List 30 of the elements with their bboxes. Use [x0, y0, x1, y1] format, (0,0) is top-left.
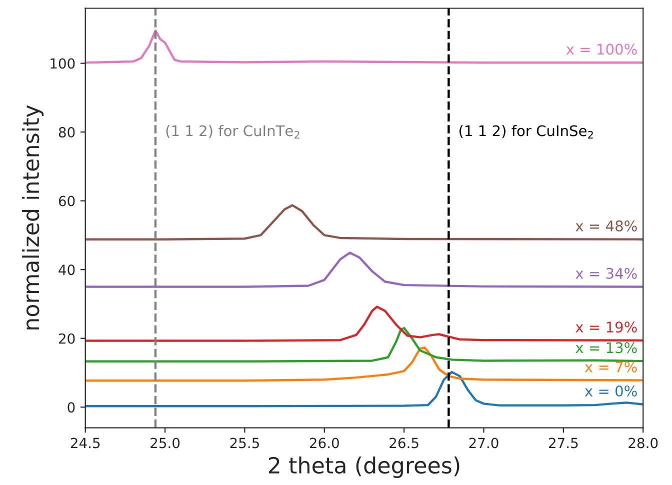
- y-tick-label: 100: [50, 58, 75, 69]
- y-tick-label: 20: [58, 333, 75, 344]
- line-series: [85, 29, 644, 64]
- x-axis-title: 2 theta (degrees): [268, 456, 460, 478]
- y-axis-title: normalized intensity: [22, 105, 44, 330]
- series-label: x = 7%: [584, 361, 637, 372]
- ref-line-label: (1 1 2) for CuInTe$_{2}$: [166, 124, 300, 138]
- series-label: x = 48%: [576, 220, 637, 232]
- x-tick-label: 26.5: [390, 438, 418, 448]
- line-series: [85, 306, 644, 342]
- y-tick-label: 40: [58, 264, 75, 276]
- y-tick-label: 0: [68, 402, 75, 413]
- series-label: x = 100%: [566, 44, 637, 55]
- series-label: x = 19%: [576, 322, 637, 333]
- line-series: [85, 370, 644, 408]
- x-tick-label: 25.5: [230, 438, 259, 448]
- y-tick-label: 60: [58, 196, 75, 206]
- x-tick-label: 27.0: [469, 438, 498, 448]
- series-label: x = 34%: [576, 268, 637, 279]
- line-series: [85, 252, 644, 288]
- ref-line-label: (1 1 2) for CuInSe$_{2}$: [460, 124, 593, 138]
- x-tick-label: 24.5: [70, 438, 100, 448]
- y-tick-label: 80: [58, 127, 75, 138]
- line-series: [85, 204, 644, 240]
- x-tick-label: 27.5: [548, 438, 578, 448]
- series-label: x = 0%: [584, 385, 637, 397]
- x-tick-label: 25.0: [150, 438, 180, 448]
- x-tick-label: 28.0: [628, 438, 658, 448]
- x-tick-label: 26.0: [310, 438, 339, 448]
- series-label: x = 13%: [576, 342, 637, 354]
